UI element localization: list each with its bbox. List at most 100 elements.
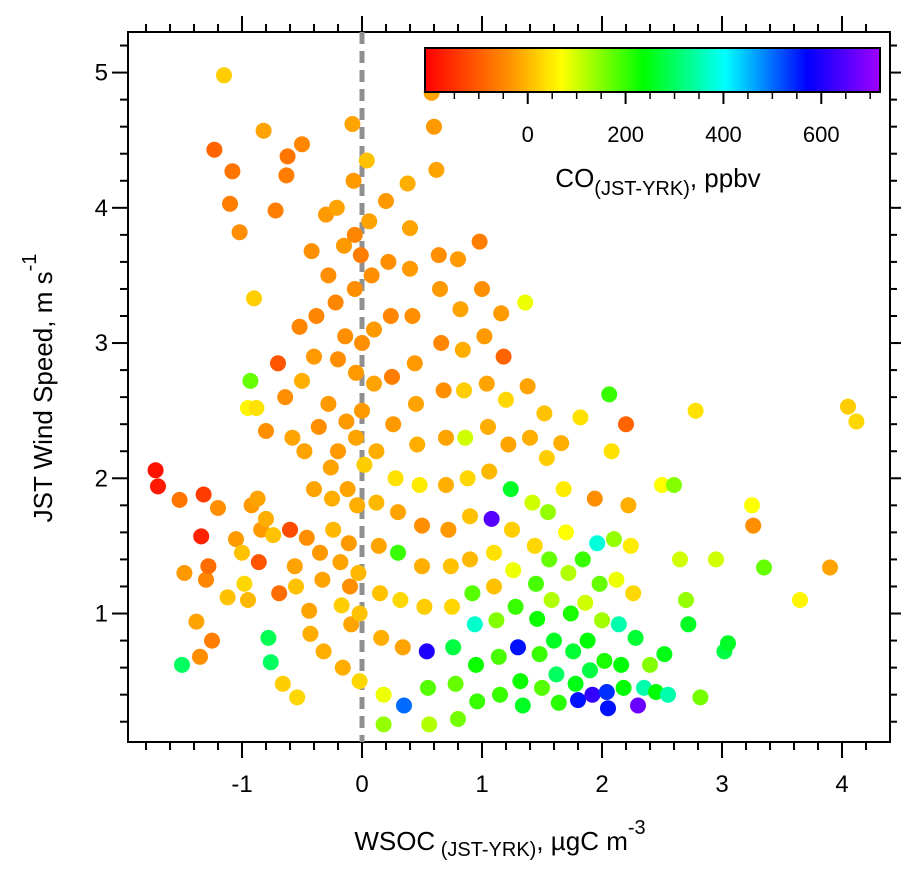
data-point [366, 321, 382, 338]
data-point [464, 585, 481, 602]
data-point [192, 648, 208, 665]
data-point [550, 694, 567, 711]
data-point [600, 700, 616, 717]
data-point [507, 598, 524, 615]
data-point [392, 592, 409, 608]
data-point [478, 375, 495, 392]
data-point [656, 646, 673, 663]
data-point [636, 679, 652, 696]
data-point [625, 585, 642, 602]
data-point [279, 148, 296, 165]
data-point [438, 429, 454, 446]
data-point [468, 656, 484, 673]
data-point [627, 629, 644, 646]
x-axis-label-sub: (JST-YRK) [435, 839, 536, 861]
data-point [333, 597, 350, 614]
data-point [193, 528, 210, 545]
data-point [613, 656, 630, 673]
x-axis-label-sup: -3 [628, 817, 646, 839]
data-point [541, 551, 558, 568]
data-point [466, 616, 483, 633]
x-tick-label: 3 [715, 771, 728, 798]
data-point [274, 675, 291, 692]
data-point [648, 684, 664, 700]
data-point [433, 335, 450, 351]
data-point [370, 537, 387, 554]
data-point [375, 686, 392, 703]
colorbar: 0 200 400 600 CO(JST-YRK), ppbv [424, 47, 881, 200]
data-point [380, 253, 397, 270]
data-point [320, 395, 337, 412]
data-point [260, 629, 277, 646]
data-point [546, 632, 562, 649]
data-point [344, 116, 361, 132]
data-point [363, 267, 380, 284]
data-point [618, 416, 634, 433]
data-point [315, 643, 332, 660]
data-point [286, 558, 303, 575]
data-point [350, 565, 367, 581]
data-point [469, 693, 486, 710]
data-point [481, 463, 498, 480]
data-point [343, 616, 360, 633]
data-point [150, 478, 166, 495]
data-point [536, 405, 553, 422]
data-point [495, 348, 512, 365]
data-point [231, 224, 248, 241]
data-point [586, 490, 603, 507]
data-point [330, 443, 346, 460]
data-point [349, 497, 366, 514]
data-point [630, 697, 646, 714]
data-point [408, 395, 424, 412]
data-point [324, 490, 340, 507]
data-point [553, 435, 570, 452]
data-point [204, 632, 220, 649]
data-point [459, 470, 476, 487]
data-point [298, 529, 315, 546]
x-tick-label: -1 [231, 771, 252, 798]
data-point [414, 558, 430, 575]
colorbar-label-sub: (JST-YRK) [594, 178, 690, 200]
data-point [596, 652, 613, 669]
data-point [620, 497, 637, 514]
axis-ticks [112, 16, 901, 758]
data-point [502, 481, 519, 498]
data-point [361, 213, 378, 230]
data-point [310, 418, 327, 435]
data-point [198, 571, 214, 588]
data-point [348, 429, 364, 446]
colorbar-gradient [424, 47, 881, 93]
data-point [486, 544, 502, 561]
data-point [606, 531, 622, 548]
data-point [219, 589, 236, 606]
data-point [493, 305, 510, 322]
data-point [402, 260, 418, 277]
data-point [338, 413, 355, 430]
data-point [382, 308, 399, 324]
data-point [346, 226, 363, 243]
x-tick-labels: -1 0 1 2 3 4 [231, 771, 848, 798]
data-point [174, 656, 190, 673]
data-point [589, 535, 606, 552]
data-point [390, 504, 406, 521]
data-point [476, 328, 493, 345]
data-point [348, 364, 364, 381]
data-point [452, 301, 469, 318]
data-point [572, 409, 589, 426]
data-point [601, 386, 618, 403]
data-point [332, 554, 349, 571]
data-point [337, 328, 354, 345]
data-point [282, 521, 298, 538]
data-point [608, 571, 625, 588]
x-axis-label: WSOC (JST-YRK), µgC m-3 [354, 817, 645, 861]
data-point [456, 382, 472, 399]
y-axis-label-main: JST Wind Speed, m s [28, 271, 58, 522]
data-point [584, 686, 601, 703]
x-tick-label: 0 [355, 771, 368, 798]
data-point [291, 318, 308, 335]
data-point [147, 462, 164, 479]
data-point [444, 598, 460, 615]
data-point [720, 635, 736, 652]
data-point [577, 594, 594, 611]
